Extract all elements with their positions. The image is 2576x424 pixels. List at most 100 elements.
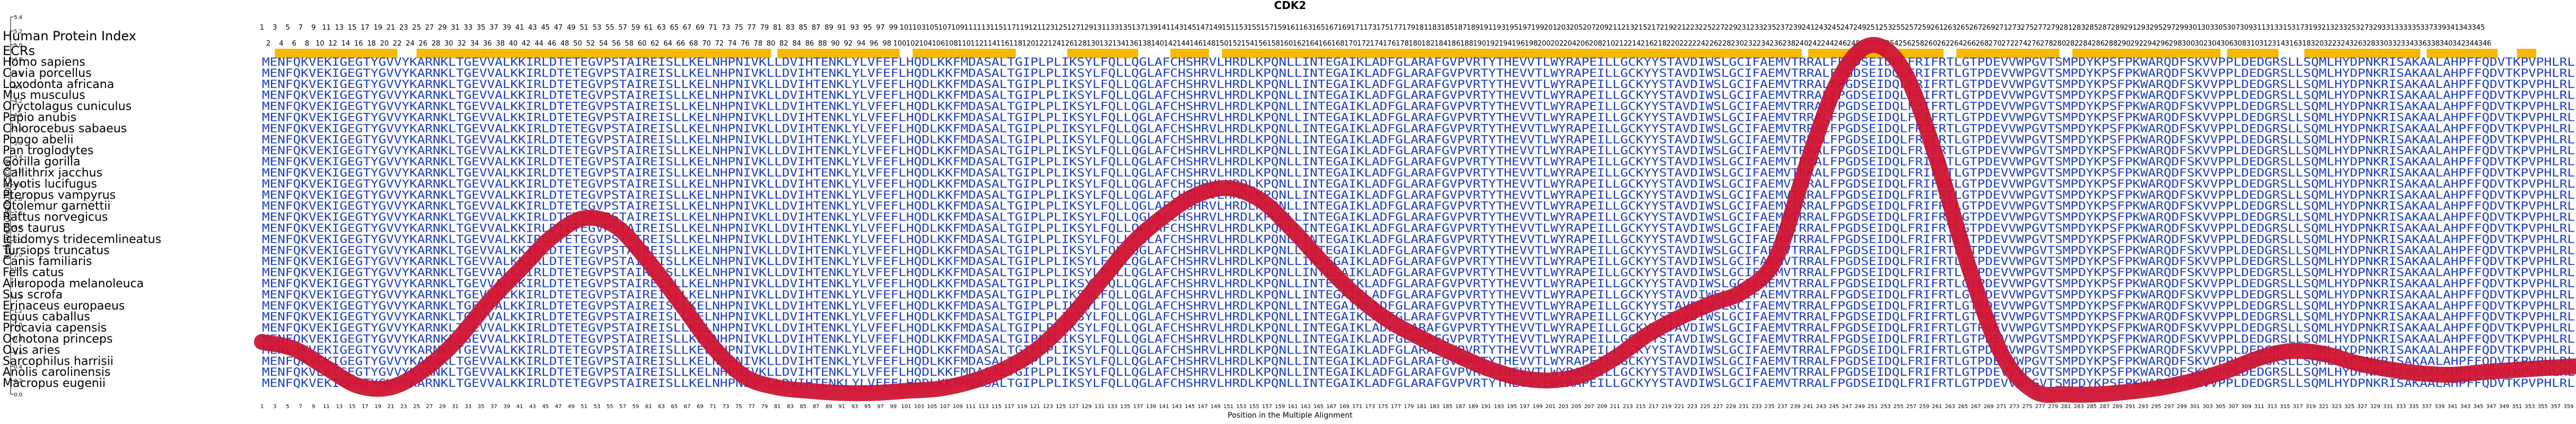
x-tick-label: 63 [658,404,665,410]
x-tick-label: 337 [2422,404,2432,410]
x-tick-label: 231 [1739,404,1749,410]
ecr-bar [275,49,398,58]
y-tick-label: 5.0 [14,43,22,49]
x-tick-label: 277 [2035,404,2045,410]
protein-index-bottom-tick: 218 [1653,40,1667,48]
protein-index-bottom-tick: 270 [1988,40,2002,48]
x-tick-label: 165 [1313,404,1324,410]
protein-index-top-tick: 301 [2188,24,2202,32]
protein-index-top-tick: 333 [2395,24,2408,32]
protein-index-top-tick: 319 [2304,24,2317,32]
protein-index-bottom-tick: 308 [2233,40,2247,48]
protein-index-bottom-tick: 330 [2375,40,2388,48]
x-tick-label: 137 [1133,404,1143,410]
protein-index-top-tick: 105 [925,24,939,32]
protein-index-top-tick: 101 [900,24,913,32]
protein-index-top-tick: 267 [1969,24,1983,32]
x-tick-label: 169 [1339,404,1350,410]
x-tick-label: 19 [374,404,381,410]
x-tick-label: 123 [1043,404,1053,410]
protein-index-top-tick: 25 [412,24,421,32]
alignment-row: MENFQKVEKIGEGTYGVVYKARNKLTGEVVALKKIRLDTE… [262,200,2575,213]
y-tick-label: 4.6 [14,70,22,76]
species-label: Macropus eugenii [3,377,106,390]
protein-index-top-tick: 83 [786,24,795,32]
x-tick-label: 287 [2099,404,2109,410]
x-tick-label: 175 [1378,404,1388,410]
x-tick-label: 125 [1056,404,1066,410]
protein-index-bottom-tick: 226 [1705,40,1718,48]
x-tick-label: 275 [2022,404,2032,410]
x-tick-label: 61 [645,404,652,410]
chart-title: CDK2 [1274,0,1307,12]
protein-index-top-tick: 131 [1093,24,1106,32]
y-axis-ticks: 0.0 0.2 0.4 0.6 0.8 1.0 1.2 1.4 1.6 1.8 2.0 2.2 2.4 2… [11,15,22,398]
protein-index-bottom-tick: 96 [870,40,879,48]
protein-index-top-tick: 121 [1029,24,1042,32]
x-tick-label: 41 [516,404,523,410]
protein-index-bottom-tick: 100 [893,40,906,48]
y-tick-label: 0.6 [14,350,22,356]
protein-index-top-tick: 305 [2214,24,2227,32]
protein-index-top-tick: 157 [1260,24,1274,32]
protein-index-bottom-tick: 266 [1962,40,1976,48]
protein-index-bottom-tick: 2 [266,40,270,48]
protein-index-bottom-tick: 70 [702,40,711,48]
x-tick-label: 199 [1532,404,1543,410]
protein-index-bottom-tick: 194 [1499,40,1512,48]
protein-index-top-tick: 321 [2317,24,2330,32]
x-tick-label: 33 [465,404,471,410]
protein-index-bottom-tick: 54 [599,40,608,48]
protein-index-top-tick: 175 [1377,24,1390,32]
protein-index-top-tick: 79 [760,24,769,32]
protein-index-bottom-tick: 152 [1228,40,1241,48]
y-tick-label: 5.2 [14,29,22,34]
protein-index-bottom-tick: 236 [1769,40,1783,48]
protein-index-bottom-tick: 92 [844,40,853,48]
protein-index-bottom-tick: 84 [792,40,801,48]
protein-index-bottom-tick: 284 [2079,40,2092,48]
x-tick-label: 141 [1159,404,1169,410]
x-tick-label: 77 [748,404,755,410]
x-tick-label: 73 [722,404,729,410]
x-tick-label: 349 [2499,404,2509,410]
protein-index-bottom-tick: 114 [984,40,997,48]
protein-index-top-tick: 41 [515,24,524,32]
x-tick-label: 127 [1068,404,1079,410]
protein-index-bottom-tick: 192 [1486,40,1499,48]
x-tick-label: 321 [2319,404,2329,410]
protein-index-top-tick: 241 [1802,24,1815,32]
protein-index-bottom-tick: 184 [1434,40,1448,48]
protein-index-bottom-tick: 272 [2001,40,2014,48]
y-tick-label: 4.8 [14,57,22,63]
protein-index-top-tick: 33 [464,24,473,32]
protein-index-bottom-tick: 136 [1125,40,1138,48]
protein-index-top-tick: 71 [708,24,717,32]
alignment-row: MENFQKVEKIGEGTYGVVYKARNKLTGEVVALKKIRLDTE… [262,211,2575,224]
protein-index-top-tick: 345 [2472,24,2485,32]
protein-index-top-tick: 59 [631,24,640,32]
protein-index-top-tick: 245 [1827,24,1841,32]
protein-index-bottom-tick: 326 [2349,40,2362,48]
protein-index-top-tick: 171 [1351,24,1364,32]
protein-index-top-tick: 111 [964,24,977,32]
y-tick-label: 1.8 [14,267,22,272]
protein-index-top-tick: 27 [425,24,434,32]
protein-index-bottom-tick: 132 [1099,40,1112,48]
x-tick-label: 9 [312,404,315,410]
alignment-row: MENFQKVEKIGEGTYGVVYKARNKLTGEVVALKKIRLDTE… [262,178,2575,190]
protein-index-bottom-tick: 294 [2143,40,2157,48]
protein-index-top-tick: 215 [1634,24,1648,32]
protein-index-top-tick: 37 [489,24,498,32]
species-label: Erinaceus europaeus [3,299,125,313]
protein-index-bottom-tick: 304 [2207,40,2221,48]
protein-index-bottom-tick: 20 [380,40,389,48]
y-tick-label: 0.8 [14,337,22,342]
x-tick-label: 289 [2113,404,2123,410]
y-tick-label: 3.6 [14,140,22,146]
protein-index-bottom-tick: 36 [483,40,492,48]
protein-index-top-tick: 279 [2046,24,2060,32]
protein-index-top-tick: 231 [1737,24,1750,32]
protein-index-top-tick: 203 [1557,24,1570,32]
